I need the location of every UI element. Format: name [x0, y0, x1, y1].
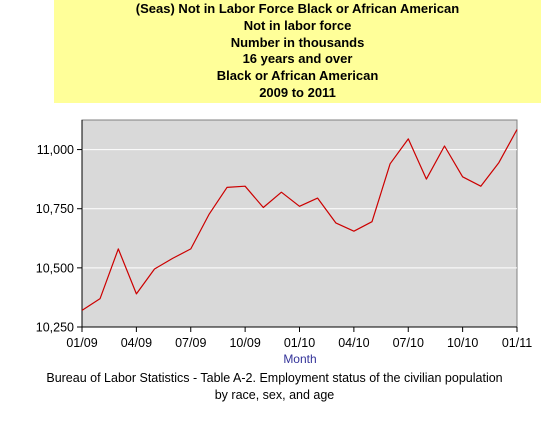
x-tick-label: 01/10	[284, 336, 315, 350]
data-point	[407, 137, 410, 140]
data-point	[244, 185, 247, 188]
data-point	[117, 247, 120, 250]
data-point	[189, 247, 192, 250]
plot-area	[81, 119, 518, 328]
series-line	[81, 129, 518, 311]
source-line-1: Bureau of Labor Statistics - Table A-2. …	[46, 371, 503, 385]
chart-title-line-2: Not in labor force	[243, 17, 352, 33]
x-tick-label: 10/09	[229, 336, 260, 350]
data-point	[461, 175, 464, 178]
data-point	[81, 309, 84, 312]
source-note: Bureau of Labor Statistics - Table A-2. …	[0, 370, 549, 404]
chart-title-line-5: Black or African American	[216, 68, 379, 84]
data-point	[99, 297, 102, 300]
data-point	[135, 292, 138, 295]
y-tick-label: 10,750	[36, 202, 74, 216]
chart-title-line-4: 16 years and over	[242, 51, 353, 67]
data-point	[207, 213, 210, 216]
data-point	[389, 162, 392, 165]
data-point	[516, 128, 519, 131]
chart-title-line-1: (Seas) Not in Labor Force Black or Afric…	[135, 1, 460, 16]
data-point	[352, 230, 355, 233]
x-tick-label: 04/10	[338, 336, 369, 350]
data-point	[280, 191, 283, 194]
data-point	[425, 178, 428, 181]
data-point	[153, 268, 156, 271]
x-tick-label: 07/10	[393, 336, 424, 350]
data-point	[497, 161, 500, 164]
x-tick-label: 10/10	[447, 336, 478, 350]
data-point	[316, 197, 319, 200]
data-point	[298, 205, 301, 208]
y-tick-label: 11,000	[37, 143, 74, 157]
chart-title-line-3: Number in thousands	[230, 34, 365, 50]
x-axis-label: Month	[283, 352, 316, 366]
data-point	[443, 145, 446, 148]
x-tick-label: 01/11	[502, 336, 532, 350]
data-point	[479, 185, 482, 188]
y-tick-label: 10,500	[36, 261, 74, 275]
x-tick-label: 01/09	[66, 336, 97, 350]
chart-title-line-6: 2009 to 2011	[259, 84, 336, 100]
data-point	[226, 186, 229, 189]
source-line-2: by race, sex, and age	[214, 388, 335, 402]
data-point	[371, 220, 374, 223]
data-point	[171, 257, 174, 260]
data-point	[334, 221, 337, 224]
x-tick-label: 04/09	[121, 336, 152, 350]
data-point	[262, 206, 265, 209]
y-tick-label: 10,250	[36, 321, 74, 335]
chart-title-box: (Seas) Not in Labor Force Black or Afric…	[54, 0, 541, 103]
x-tick-label: 07/09	[175, 336, 206, 350]
